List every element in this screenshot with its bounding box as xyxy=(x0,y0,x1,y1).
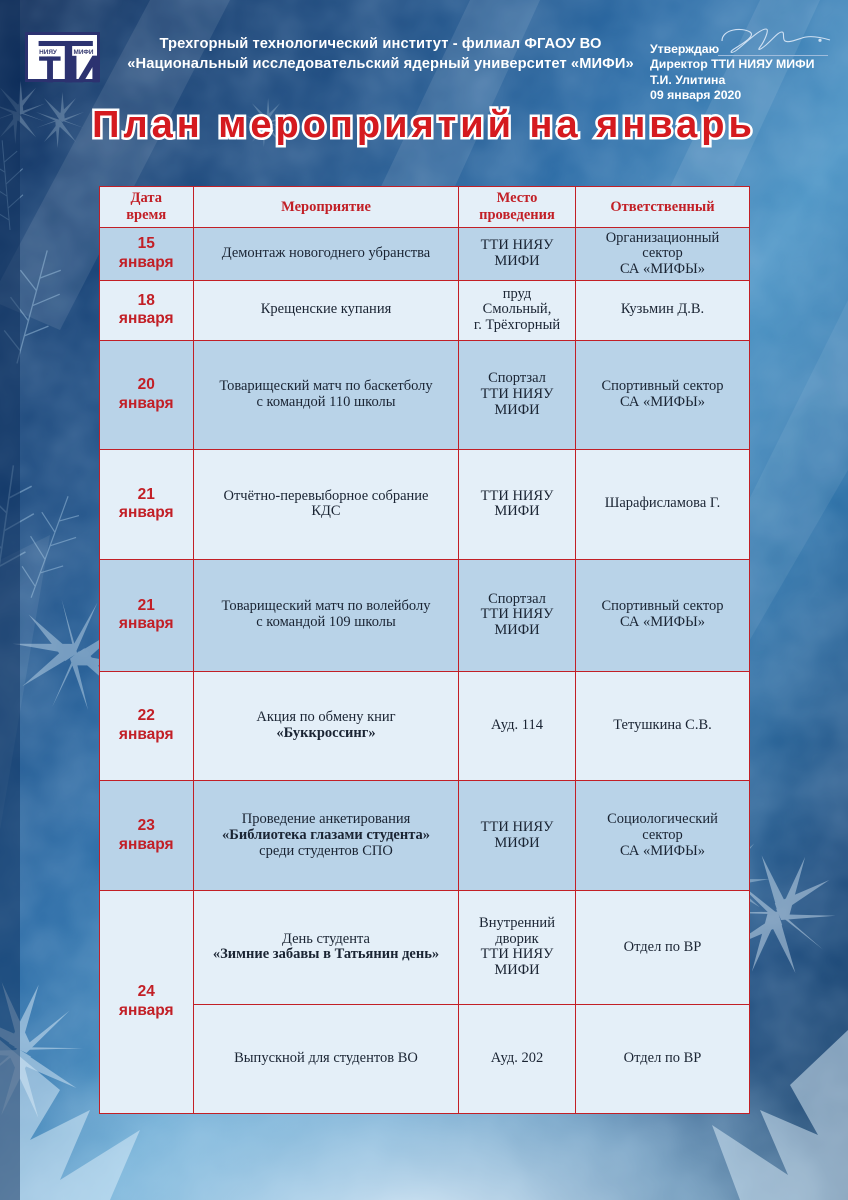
svg-text:НИЯУ: НИЯУ xyxy=(39,49,58,56)
svg-text:МИФИ: МИФИ xyxy=(74,49,94,56)
